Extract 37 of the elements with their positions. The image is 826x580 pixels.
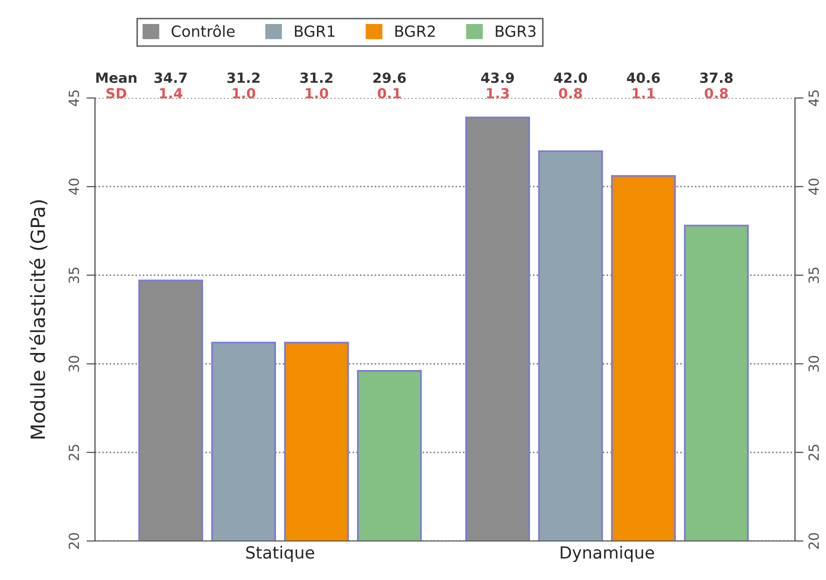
y2-tick-label: 30: [808, 356, 819, 372]
annotation: 1.1: [632, 88, 655, 98]
legend-label: Contrôle: [172, 24, 235, 37]
y2-tick-label: 40: [808, 178, 819, 195]
text: 37.8: [700, 72, 733, 83]
text: 40.6: [626, 72, 660, 83]
annotation: 1.0: [306, 88, 328, 98]
x-tick-label: Statique: [246, 546, 314, 562]
y-tick-label: 20: [68, 533, 80, 549]
text: 29.6: [373, 72, 406, 83]
legend-label: BGR1: [294, 25, 334, 37]
annotation: 1.4: [160, 88, 182, 98]
text: 42.0: [554, 72, 588, 83]
y2-tick-label: 45: [808, 90, 819, 106]
x-tick-label: Dynamique: [560, 546, 654, 562]
y-tick-label: 40: [68, 178, 80, 195]
annotation: 0.8: [704, 88, 728, 98]
annotation: 0.8: [558, 88, 582, 98]
text: 43.9: [481, 72, 514, 83]
text: 31.2: [300, 72, 332, 83]
y-tick-label: 25: [68, 444, 80, 460]
text: 34.7: [154, 72, 187, 83]
annotation: 1.3: [486, 88, 509, 98]
y2-tick-label: 35: [808, 268, 819, 283]
text: Mean: [96, 72, 136, 83]
annotation: SD: [106, 88, 126, 98]
y2-tick-label: 20: [808, 533, 819, 549]
text: 31.2: [227, 72, 260, 83]
y2-tick-label: 25: [808, 444, 819, 460]
annotation: 1.0: [232, 88, 256, 98]
y-tick-label: 35: [68, 268, 80, 283]
y-axis-title: Module d'élasticité (GPa): [29, 200, 48, 439]
y-tick-label: 30: [68, 356, 80, 372]
legend-label: BGR3: [496, 25, 536, 37]
legend-label: BGR2: [395, 25, 435, 37]
annotation: 0.1: [378, 88, 401, 98]
y-tick-label: 45: [68, 90, 80, 106]
